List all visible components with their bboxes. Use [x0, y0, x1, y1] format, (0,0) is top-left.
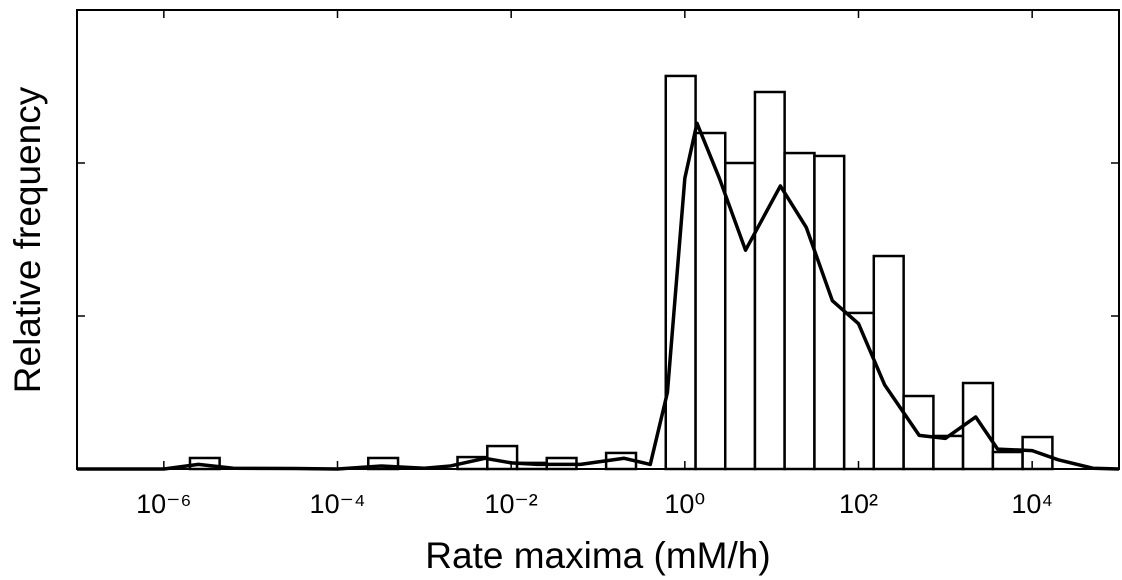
- x-tick-label: 10⁴: [1011, 489, 1053, 519]
- x-tick-label: 10²: [839, 489, 878, 519]
- bar: [872, 254, 905, 471]
- bar: [486, 444, 519, 471]
- bar: [753, 90, 786, 471]
- plot-frame: [76, 9, 1120, 470]
- bar: [813, 154, 846, 471]
- bar: [664, 74, 697, 471]
- density-line: [77, 121, 1120, 471]
- bar: [991, 450, 1024, 471]
- x-axis-label: Rate maxima (mM/h): [425, 535, 770, 576]
- y-axis-label: Relative frequency: [7, 86, 48, 393]
- x-tick-label: 10⁻²: [485, 489, 538, 519]
- bar: [842, 311, 876, 471]
- x-tick-label: 10⁻⁴: [310, 489, 366, 519]
- bar: [932, 434, 965, 471]
- x-tick-label: 10⁰: [664, 489, 705, 519]
- bar: [723, 161, 757, 471]
- bar: [961, 381, 995, 471]
- x-tick-label: 10⁻⁶: [136, 489, 191, 519]
